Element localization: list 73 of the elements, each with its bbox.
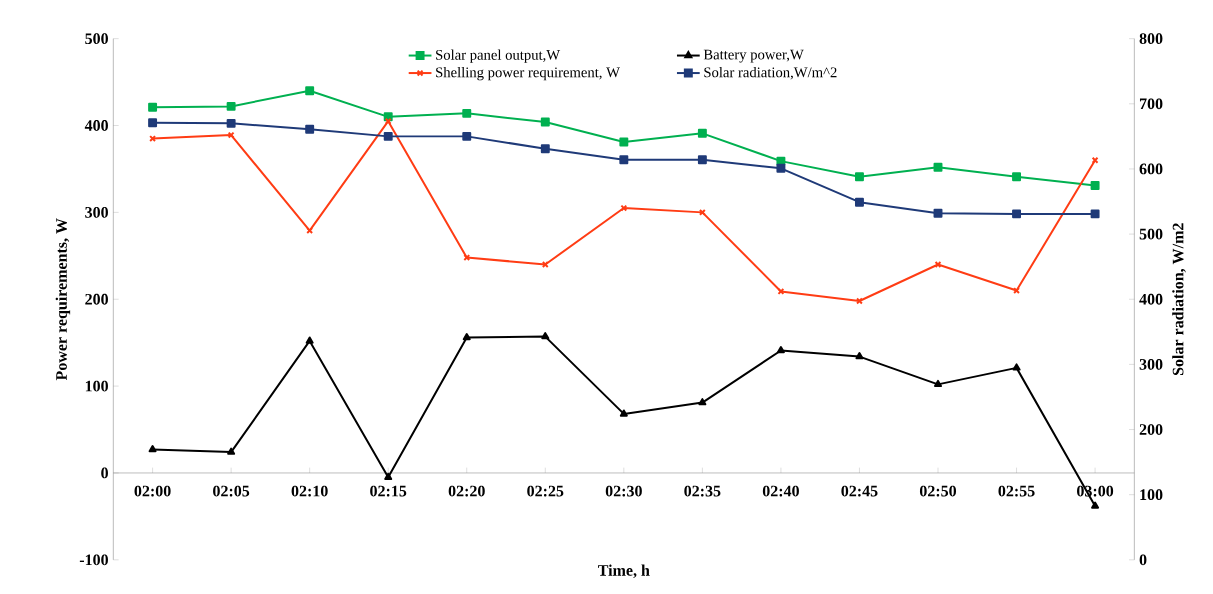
y2-axis-title: Solar radiation, W/m2: [1172, 223, 1186, 375]
point: [383, 131, 393, 141]
y-tick-label: 100: [85, 380, 108, 392]
y-axis-title: Power requirements, W: [55, 218, 71, 380]
y-tick-label: 0: [101, 467, 108, 479]
legend-label: Battery power,W: [703, 49, 804, 63]
y2-tick-label: 700: [1139, 98, 1163, 109]
point: [148, 102, 158, 112]
point: [540, 144, 550, 153]
y2-tick-label: 400: [1139, 293, 1163, 305]
y-tick-label: 400: [84, 119, 108, 131]
y-tick-label: 200: [85, 293, 108, 305]
point: [305, 86, 315, 95]
y2-tick-label: 100: [1140, 489, 1163, 500]
point: [540, 117, 550, 127]
point: [462, 332, 471, 340]
x-tick-label: 02:30: [605, 485, 642, 497]
point: [227, 447, 236, 455]
point: [933, 208, 943, 218]
x-tick-label: 02:35: [684, 485, 721, 497]
point: [934, 379, 943, 387]
x-tick-label: 02:55: [998, 485, 1035, 497]
point: [698, 397, 707, 406]
point: [1091, 501, 1100, 509]
point: [305, 124, 315, 134]
y-tick-label: 500: [85, 33, 108, 44]
x-tick-label: 02:50: [919, 485, 957, 497]
point: [1012, 209, 1022, 219]
x-tick-label: 02:05: [213, 485, 250, 497]
x-tick-label: 02:45: [841, 485, 878, 497]
y2-tick-label: 500: [1139, 228, 1163, 240]
point: [855, 351, 864, 360]
point: [226, 101, 236, 111]
point: [619, 137, 629, 147]
point: [854, 197, 864, 207]
y-tick-label: 300: [85, 206, 108, 218]
y2-tick-label: 300: [1139, 358, 1163, 370]
point: [619, 155, 629, 165]
point: [1012, 363, 1021, 371]
point: [1090, 180, 1100, 190]
x-tick-label: 02:15: [370, 485, 407, 497]
point: [462, 131, 472, 141]
point: [854, 172, 864, 181]
x-tick-label: 02:10: [291, 485, 328, 497]
x-tick-label: 02:25: [527, 485, 564, 497]
y2-tick-label: 0: [1139, 554, 1147, 565]
point: [933, 162, 943, 172]
point: [697, 128, 707, 138]
point: [305, 336, 314, 344]
y2-tick-label: 600: [1139, 163, 1163, 175]
x-tick-label: 02:00: [134, 485, 171, 497]
x-tick-label: 02:20: [448, 485, 485, 497]
point: [148, 117, 158, 127]
y2-tick-label: 200: [1139, 423, 1163, 435]
point: [148, 444, 157, 453]
legend-label: Solar radiation,W/m^2: [704, 66, 837, 80]
point: [1012, 172, 1022, 181]
legend-label: Solar panel output,W: [436, 49, 561, 63]
x-axis-title: Time, h: [598, 564, 650, 578]
y2-tick-label: 800: [1139, 33, 1163, 44]
point: [384, 472, 393, 480]
point: [776, 345, 785, 353]
point: [1090, 209, 1100, 219]
point: [541, 331, 550, 340]
y-tick-label: -100: [79, 554, 108, 565]
point: [620, 204, 628, 212]
point: [226, 118, 236, 128]
x-tick-label: 02:40: [762, 485, 799, 497]
point: [776, 163, 786, 173]
point: [619, 409, 628, 417]
point: [462, 108, 472, 118]
point: [697, 155, 707, 165]
legend-label: Shelling power requirement, W: [436, 66, 620, 81]
